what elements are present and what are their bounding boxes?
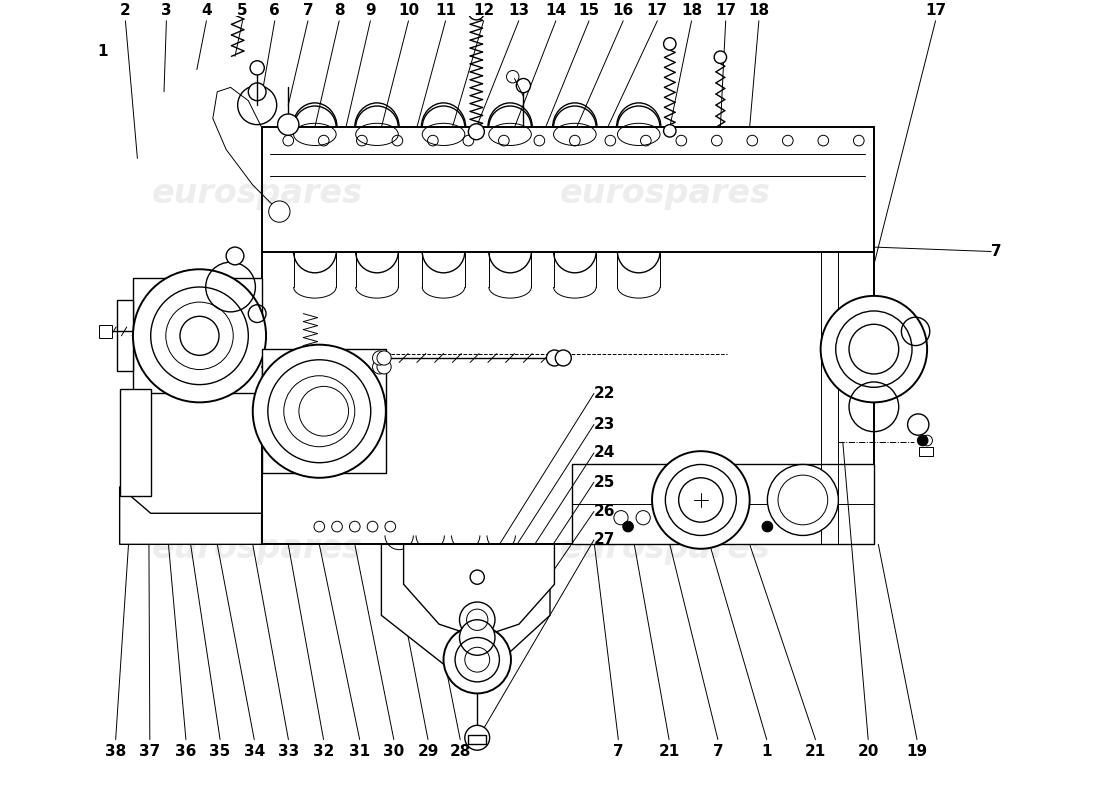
Text: 35: 35 [209,744,231,759]
Text: eurospares: eurospares [560,532,771,566]
Text: 21: 21 [659,744,680,759]
Circle shape [443,626,512,694]
Text: 7: 7 [713,744,723,759]
Polygon shape [120,389,151,495]
Circle shape [227,247,244,265]
Text: 38: 38 [104,744,126,759]
Text: 5: 5 [238,3,248,18]
Polygon shape [120,486,262,544]
Text: 32: 32 [312,744,334,759]
Text: 19: 19 [906,744,927,759]
Circle shape [377,351,392,365]
Circle shape [470,570,484,584]
Text: eurospares: eurospares [152,178,363,210]
Circle shape [249,83,266,101]
Text: 23: 23 [594,417,615,432]
Text: 7: 7 [991,244,1002,259]
Text: 1: 1 [761,744,772,759]
Text: 37: 37 [140,744,161,759]
Text: 22: 22 [594,386,615,401]
Circle shape [469,4,484,20]
Circle shape [768,465,838,535]
Text: 29: 29 [417,744,439,759]
Text: 36: 36 [175,744,197,759]
Text: 12: 12 [473,3,494,18]
Circle shape [652,451,749,549]
Polygon shape [382,544,550,664]
Text: 17: 17 [647,3,668,18]
Text: 15: 15 [579,3,600,18]
Circle shape [180,316,219,355]
Polygon shape [572,465,873,544]
Circle shape [377,360,392,374]
Polygon shape [920,446,933,456]
Circle shape [133,270,266,402]
Circle shape [623,522,634,532]
Polygon shape [133,278,262,394]
Circle shape [663,38,676,50]
Circle shape [250,61,264,75]
Text: 21: 21 [805,744,826,759]
Polygon shape [404,544,554,633]
Polygon shape [262,349,386,474]
Text: 27: 27 [594,532,615,547]
Text: 8: 8 [334,3,344,18]
Circle shape [714,51,727,63]
Circle shape [908,414,928,435]
Polygon shape [99,325,112,338]
Circle shape [238,86,277,125]
Circle shape [373,351,387,365]
Text: eurospares: eurospares [560,178,771,210]
Circle shape [268,201,290,222]
Text: 2: 2 [120,3,131,18]
Text: 18: 18 [748,3,769,18]
Text: 3: 3 [161,3,172,18]
Polygon shape [469,735,486,744]
Circle shape [917,435,928,446]
Text: 13: 13 [508,3,529,18]
Circle shape [762,522,772,532]
Circle shape [821,296,927,402]
Text: 20: 20 [858,744,879,759]
Circle shape [547,350,562,366]
Text: 17: 17 [925,3,946,18]
Text: 33: 33 [278,744,299,759]
Text: 4: 4 [201,3,211,18]
Circle shape [465,726,490,750]
Text: 28: 28 [450,744,471,759]
Circle shape [556,350,571,366]
Polygon shape [117,300,133,371]
Text: 7: 7 [302,3,313,18]
Text: 9: 9 [365,3,376,18]
Circle shape [460,602,495,638]
Text: 10: 10 [398,3,419,18]
Text: 25: 25 [594,474,615,490]
Text: 31: 31 [349,744,371,759]
Text: 14: 14 [546,3,566,18]
Text: 11: 11 [436,3,456,18]
Circle shape [663,125,676,137]
Text: 18: 18 [681,3,702,18]
Circle shape [469,124,484,140]
Text: 7: 7 [613,744,624,759]
Text: 6: 6 [270,3,280,18]
Text: 34: 34 [243,744,265,759]
Text: 30: 30 [383,744,405,759]
Text: 24: 24 [594,446,615,461]
Circle shape [373,360,387,374]
Circle shape [253,345,386,478]
Circle shape [277,114,299,135]
Text: 26: 26 [594,504,615,519]
Circle shape [516,78,530,93]
Text: 16: 16 [613,3,634,18]
Text: eurospares: eurospares [152,532,363,566]
Circle shape [460,620,495,655]
Text: 17: 17 [715,3,736,18]
Text: 1: 1 [98,44,108,59]
